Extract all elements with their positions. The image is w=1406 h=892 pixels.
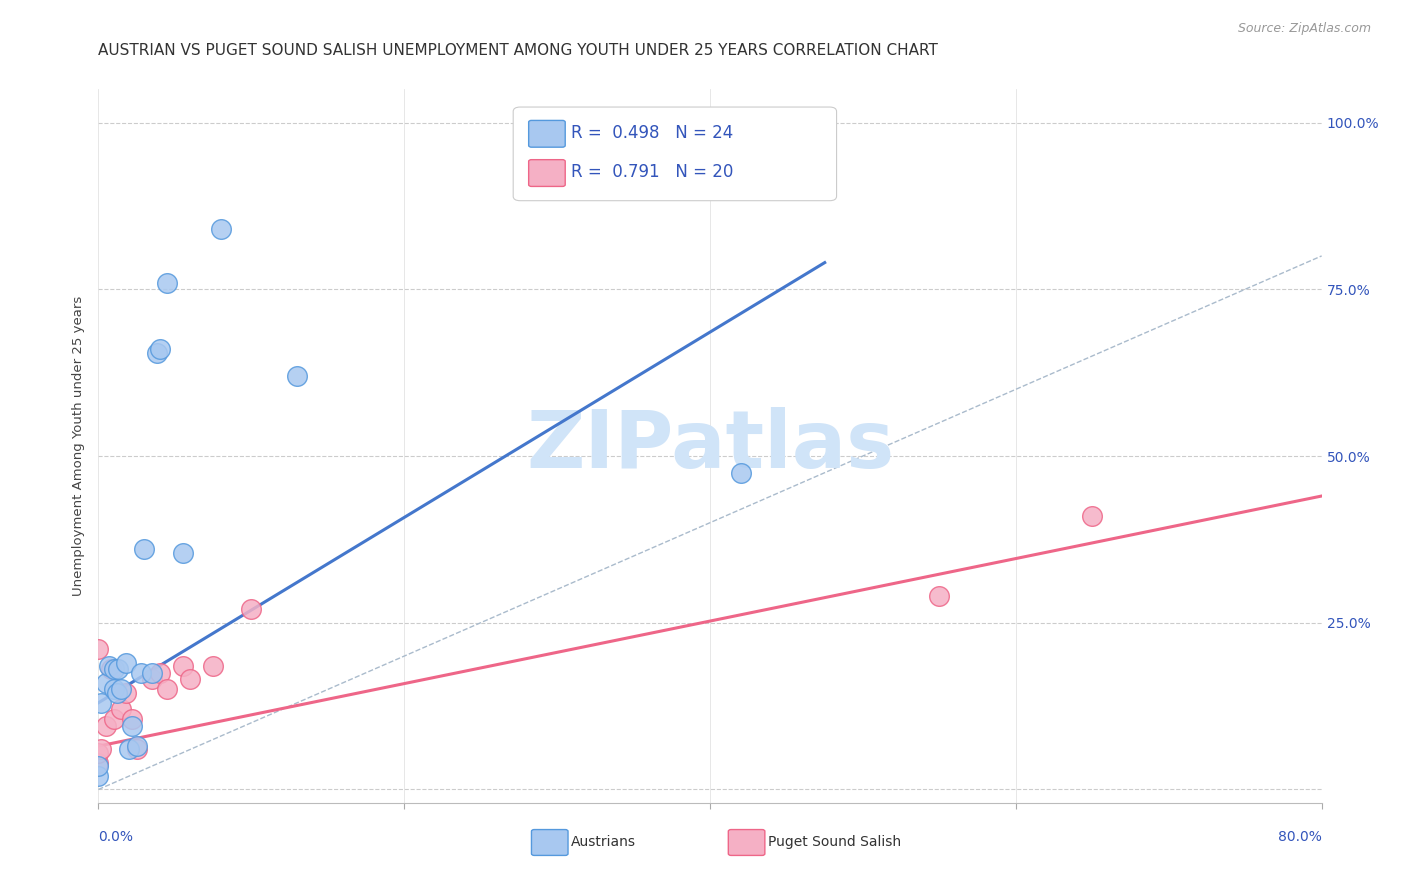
Point [87, 756, 110, 770]
Text: Source: ZipAtlas.com: Source: ZipAtlas.com [1237, 22, 1371, 36]
Text: Puget Sound Salish: Puget Sound Salish [768, 835, 901, 849]
Point [87, 642, 110, 657]
Point [202, 659, 225, 673]
Point [121, 713, 143, 727]
Text: Austrians: Austrians [571, 835, 636, 849]
Point [928, 589, 950, 603]
Point [730, 466, 752, 480]
Point [179, 673, 201, 687]
Point [125, 742, 148, 756]
Point [107, 662, 129, 676]
Point [121, 719, 143, 733]
Point [100, 662, 122, 676]
Text: AUSTRIAN VS PUGET SOUND SALISH UNEMPLOYMENT AMONG YOUTH UNDER 25 YEARS CORRELATI: AUSTRIAN VS PUGET SOUND SALISH UNEMPLOYM… [98, 43, 938, 58]
Point [110, 682, 132, 697]
Text: ZIPatlas: ZIPatlas [526, 407, 894, 485]
Point [149, 343, 172, 357]
Point [87, 769, 110, 783]
Point [209, 222, 232, 236]
Point [156, 682, 179, 697]
Point [125, 739, 148, 753]
Point [87, 759, 110, 773]
Point [240, 602, 263, 616]
Point [1081, 509, 1104, 524]
Text: 0.0%: 0.0% [98, 830, 134, 844]
Y-axis label: Unemployment Among Youth under 25 years: Unemployment Among Youth under 25 years [72, 296, 86, 596]
Point [103, 682, 125, 697]
Point [134, 542, 156, 557]
Point [115, 656, 138, 670]
Point [115, 686, 138, 700]
Point [98, 659, 121, 673]
Text: R =  0.498   N = 24: R = 0.498 N = 24 [571, 124, 733, 142]
Point [103, 662, 125, 676]
Point [110, 702, 132, 716]
Point [141, 673, 163, 687]
Point [172, 659, 194, 673]
Point [103, 713, 125, 727]
Point [156, 276, 179, 290]
Point [145, 345, 167, 359]
Point [172, 546, 194, 560]
Text: 80.0%: 80.0% [1278, 830, 1322, 844]
Point [105, 686, 128, 700]
Point [94, 675, 117, 690]
Point [285, 368, 308, 383]
Point [141, 665, 163, 680]
Point [87, 746, 110, 760]
Point [94, 719, 117, 733]
Point [129, 665, 152, 680]
Point [90, 742, 112, 756]
Text: R =  0.791   N = 20: R = 0.791 N = 20 [571, 163, 733, 181]
Point [149, 665, 172, 680]
Point [118, 742, 141, 756]
Point [90, 696, 112, 710]
